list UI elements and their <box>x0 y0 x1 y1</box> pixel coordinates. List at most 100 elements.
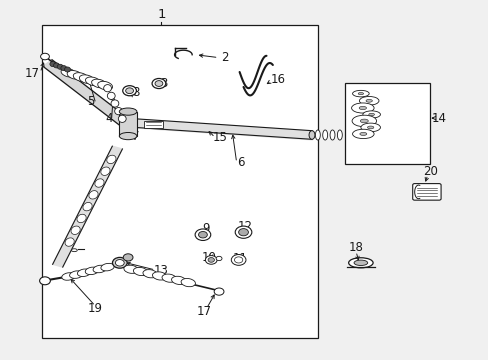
Ellipse shape <box>93 265 106 273</box>
Ellipse shape <box>207 258 214 262</box>
Ellipse shape <box>69 271 83 278</box>
Ellipse shape <box>235 226 251 238</box>
Ellipse shape <box>85 77 100 86</box>
Ellipse shape <box>352 90 368 97</box>
Ellipse shape <box>65 238 74 246</box>
Ellipse shape <box>41 53 49 60</box>
Ellipse shape <box>315 130 320 140</box>
Text: 12: 12 <box>238 220 252 233</box>
Ellipse shape <box>123 265 138 273</box>
Ellipse shape <box>171 276 185 284</box>
Ellipse shape <box>103 85 111 92</box>
Ellipse shape <box>111 100 119 107</box>
Bar <box>119 112 137 136</box>
Ellipse shape <box>362 111 380 118</box>
Ellipse shape <box>353 260 367 266</box>
Ellipse shape <box>125 88 133 94</box>
Ellipse shape <box>61 68 76 77</box>
Text: 16: 16 <box>270 73 285 86</box>
Ellipse shape <box>142 270 157 278</box>
Bar <box>41 25 317 338</box>
Text: 20: 20 <box>422 165 437 177</box>
Ellipse shape <box>205 256 217 264</box>
Ellipse shape <box>216 256 222 261</box>
Ellipse shape <box>162 274 176 282</box>
Ellipse shape <box>360 123 380 132</box>
Ellipse shape <box>155 81 163 86</box>
Ellipse shape <box>53 63 59 68</box>
Ellipse shape <box>119 132 137 140</box>
Ellipse shape <box>329 130 334 140</box>
Text: 6: 6 <box>236 156 244 169</box>
Ellipse shape <box>195 229 210 240</box>
Ellipse shape <box>152 272 166 280</box>
Ellipse shape <box>95 179 104 187</box>
Ellipse shape <box>308 131 314 139</box>
Ellipse shape <box>357 93 363 95</box>
Text: 18: 18 <box>348 241 363 254</box>
Text: 17: 17 <box>24 67 39 80</box>
Text: 13: 13 <box>154 264 168 277</box>
Text: 9: 9 <box>202 222 210 235</box>
Ellipse shape <box>119 108 137 115</box>
Text: 4: 4 <box>105 112 113 125</box>
Ellipse shape <box>368 113 374 116</box>
Ellipse shape <box>359 132 366 135</box>
Text: 8: 8 <box>132 86 140 99</box>
FancyBboxPatch shape <box>412 184 440 200</box>
Ellipse shape <box>112 257 127 268</box>
Ellipse shape <box>198 231 207 238</box>
Ellipse shape <box>40 277 50 285</box>
Ellipse shape <box>360 119 367 123</box>
Ellipse shape <box>79 75 94 84</box>
Text: 5: 5 <box>86 95 94 108</box>
Ellipse shape <box>359 96 378 105</box>
Ellipse shape <box>57 64 63 69</box>
Ellipse shape <box>106 155 116 163</box>
Ellipse shape <box>348 258 372 268</box>
Ellipse shape <box>238 229 248 236</box>
Ellipse shape <box>73 73 88 81</box>
Ellipse shape <box>85 267 99 275</box>
Ellipse shape <box>101 167 110 175</box>
Polygon shape <box>53 146 122 267</box>
Ellipse shape <box>365 99 372 102</box>
Ellipse shape <box>181 279 195 287</box>
Ellipse shape <box>214 288 224 295</box>
Ellipse shape <box>107 92 115 99</box>
Ellipse shape <box>123 254 133 261</box>
Ellipse shape <box>83 202 92 211</box>
Ellipse shape <box>122 86 136 96</box>
Ellipse shape <box>133 267 147 276</box>
Text: 11: 11 <box>233 252 247 265</box>
Ellipse shape <box>71 226 80 234</box>
Ellipse shape <box>67 71 82 79</box>
Ellipse shape <box>367 126 373 129</box>
Ellipse shape <box>231 255 245 265</box>
Ellipse shape <box>91 79 106 88</box>
Text: 14: 14 <box>431 112 446 125</box>
Text: 19: 19 <box>88 302 102 315</box>
Bar <box>144 121 163 128</box>
Ellipse shape <box>77 269 91 276</box>
Polygon shape <box>43 60 129 126</box>
Ellipse shape <box>351 103 373 113</box>
Ellipse shape <box>114 108 122 115</box>
Text: 1: 1 <box>157 8 165 21</box>
Text: 2: 2 <box>221 51 228 64</box>
Ellipse shape <box>50 62 56 67</box>
Ellipse shape <box>234 257 243 263</box>
Text: 17: 17 <box>197 305 211 318</box>
Ellipse shape <box>118 115 126 122</box>
Text: 7: 7 <box>132 130 140 143</box>
Ellipse shape <box>352 129 373 139</box>
Ellipse shape <box>64 67 70 72</box>
Text: 15: 15 <box>212 131 227 144</box>
Ellipse shape <box>71 249 77 252</box>
Bar <box>344 83 429 164</box>
Ellipse shape <box>359 106 366 110</box>
Ellipse shape <box>77 214 86 222</box>
Text: 3: 3 <box>160 77 167 90</box>
Text: 10: 10 <box>202 251 216 264</box>
Ellipse shape <box>101 264 114 271</box>
